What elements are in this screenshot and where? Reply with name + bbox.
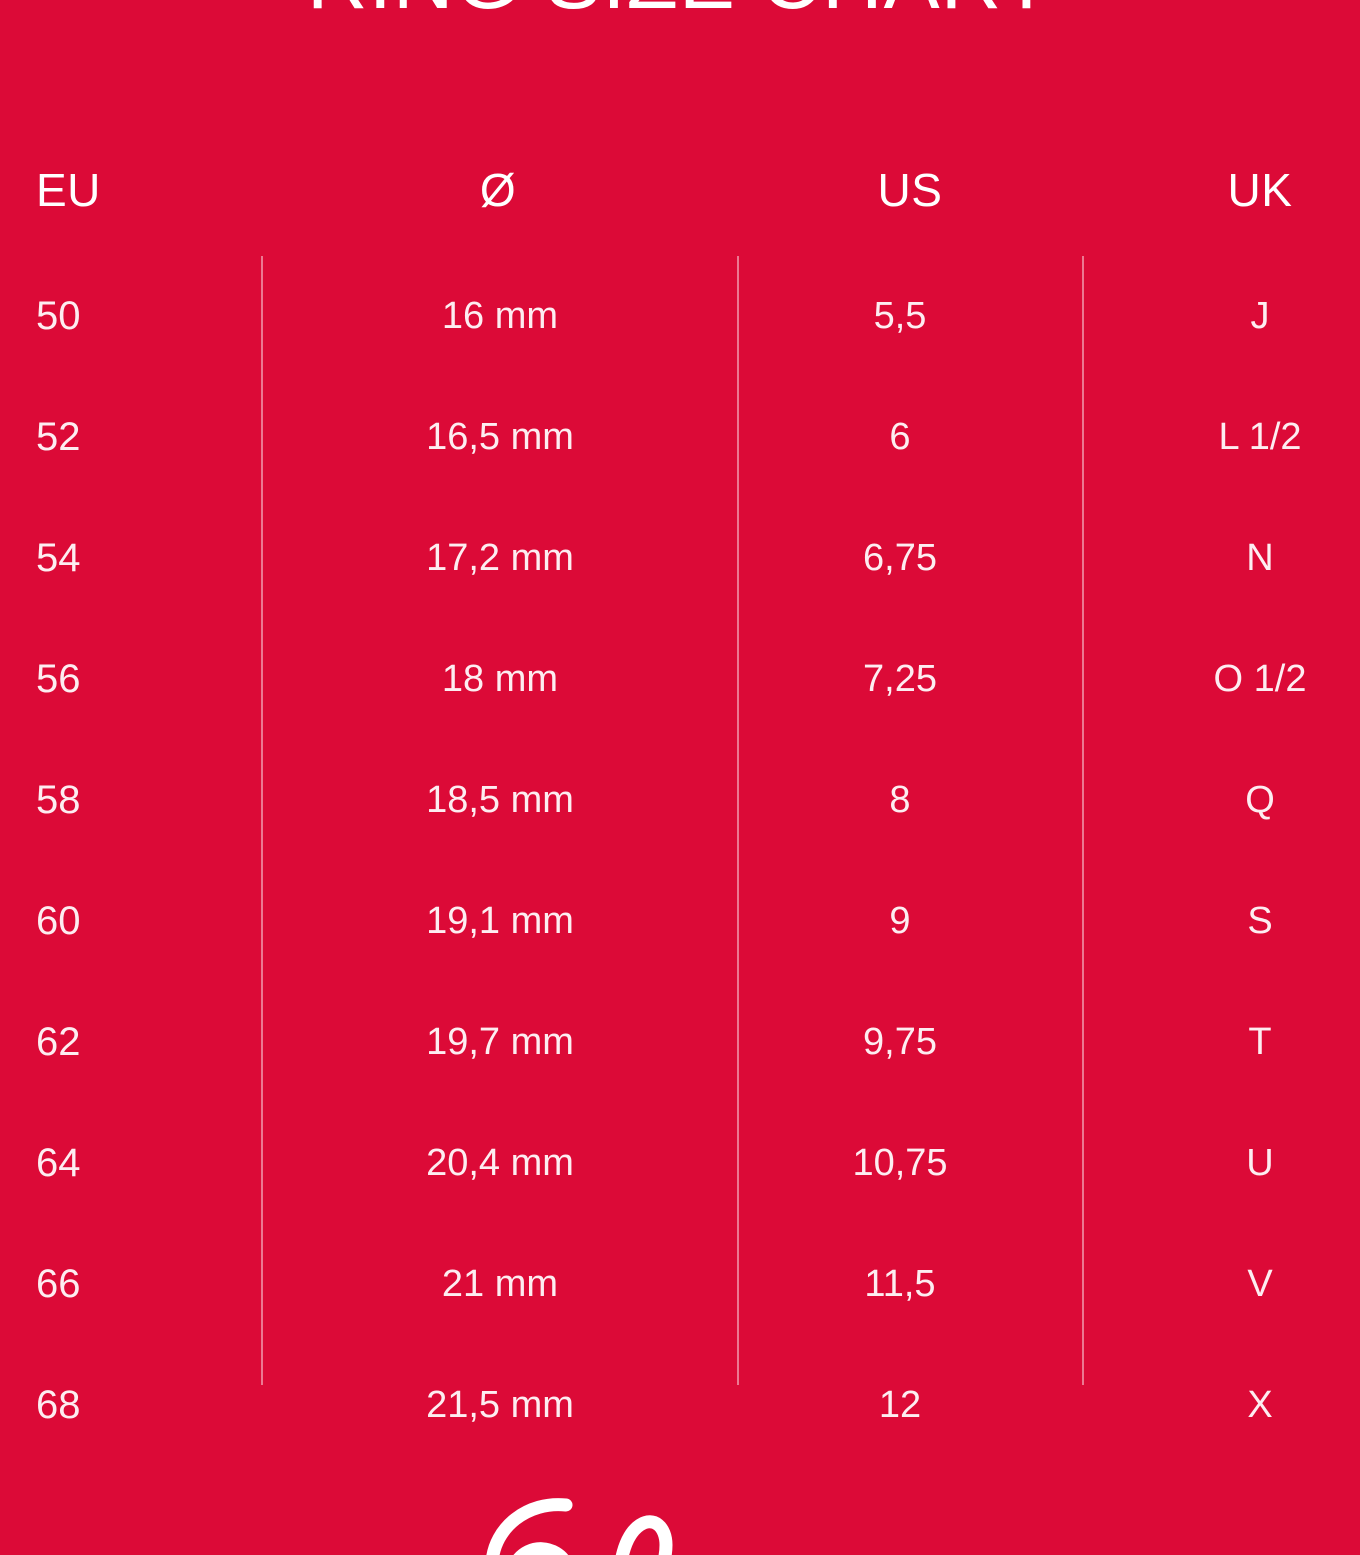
column-header-eu: EU <box>36 164 101 216</box>
cell-us-size: 5,5 <box>873 295 927 337</box>
cell-diameter: 18 mm <box>441 658 559 700</box>
cell-us-size: 12 <box>878 1384 922 1426</box>
cell-uk-size: O 1/2 <box>1213 658 1307 700</box>
cell-diameter: 18,5 mm <box>426 779 574 821</box>
cell-us-size: 9 <box>889 900 911 942</box>
table-row: 60 19,1 mm 9 S <box>0 861 1360 982</box>
cell-diameter: 20,4 mm <box>426 1142 574 1184</box>
column-header-us: US <box>877 164 943 216</box>
cell-uk-size: N <box>1246 537 1274 579</box>
table-row: 66 21 mm 11,5 V <box>0 1224 1360 1345</box>
page-title-clip: RING SIZE CHART <box>0 0 1360 24</box>
column-divider-3 <box>1082 256 1084 1385</box>
table-row: 58 18,5 mm 8 Q <box>0 740 1360 861</box>
table-row: 50 16 mm 5,5 J <box>0 256 1360 377</box>
cell-eu-size: 66 <box>36 1262 81 1306</box>
table-body: 50 16 mm 5,5 J 52 16,5 mm 6 L 1/2 54 17,2 mm 6,75 N… <box>0 256 1360 1427</box>
cell-eu-size: 58 <box>36 778 81 822</box>
cell-diameter: 21 mm <box>441 1263 559 1305</box>
cell-diameter: 16 mm <box>441 295 559 337</box>
column-divider-2 <box>737 256 739 1385</box>
cell-eu-size: 62 <box>36 1020 81 1064</box>
cell-diameter: 19,7 mm <box>426 1021 574 1063</box>
cell-diameter: 19,1 mm <box>426 900 574 942</box>
table-row: 62 19,7 mm 9,75 T <box>0 982 1360 1103</box>
cell-eu-size: 56 <box>36 657 81 701</box>
cell-eu-size: 54 <box>36 536 81 580</box>
cell-eu-size: 60 <box>36 899 81 943</box>
cell-eu-size: 52 <box>36 415 81 459</box>
column-header-diameter: Ø <box>479 164 517 216</box>
cell-us-size: 9,75 <box>863 1021 937 1063</box>
cell-eu-size: 68 <box>36 1383 81 1427</box>
page-title: RING SIZE CHART <box>0 0 1360 24</box>
cell-us-size: 6,75 <box>863 537 937 579</box>
brand-script-logo-icon <box>486 1498 673 1555</box>
cell-diameter: 16,5 mm <box>426 416 574 458</box>
cell-diameter: 17,2 mm <box>426 537 574 579</box>
cell-eu-size: 50 <box>36 294 81 338</box>
cell-uk-size: U <box>1246 1142 1274 1184</box>
cell-diameter: 21,5 mm <box>426 1384 574 1426</box>
cell-us-size: 7,25 <box>863 658 937 700</box>
cell-eu-size: 64 <box>36 1141 81 1185</box>
table-header-row: EU Ø US UK <box>0 150 1360 230</box>
cell-uk-size: S <box>1247 900 1273 942</box>
cell-us-size: 11,5 <box>864 1263 936 1305</box>
column-divider-1 <box>261 256 263 1385</box>
cell-uk-size: V <box>1247 1263 1273 1305</box>
table-row: 68 21,5 mm 12 X <box>0 1345 1360 1466</box>
cell-us-size: 10,75 <box>852 1142 948 1184</box>
table-row: 56 18 mm 7,25 O 1/2 <box>0 619 1360 740</box>
cell-uk-size: T <box>1248 1021 1272 1063</box>
footer-logo-area <box>0 1485 1360 1555</box>
cell-uk-size: X <box>1247 1384 1273 1426</box>
cell-uk-size: Q <box>1245 779 1275 821</box>
cell-uk-size: J <box>1250 295 1270 337</box>
cell-uk-size: L 1/2 <box>1218 416 1302 458</box>
table-row: 64 20,4 mm 10,75 U <box>0 1103 1360 1224</box>
table-row: 52 16,5 mm 6 L 1/2 <box>0 377 1360 498</box>
cell-us-size: 6 <box>889 416 911 458</box>
column-header-uk: UK <box>1227 164 1293 216</box>
cell-us-size: 8 <box>889 779 911 821</box>
table-row: 54 17,2 mm 6,75 N <box>0 498 1360 619</box>
